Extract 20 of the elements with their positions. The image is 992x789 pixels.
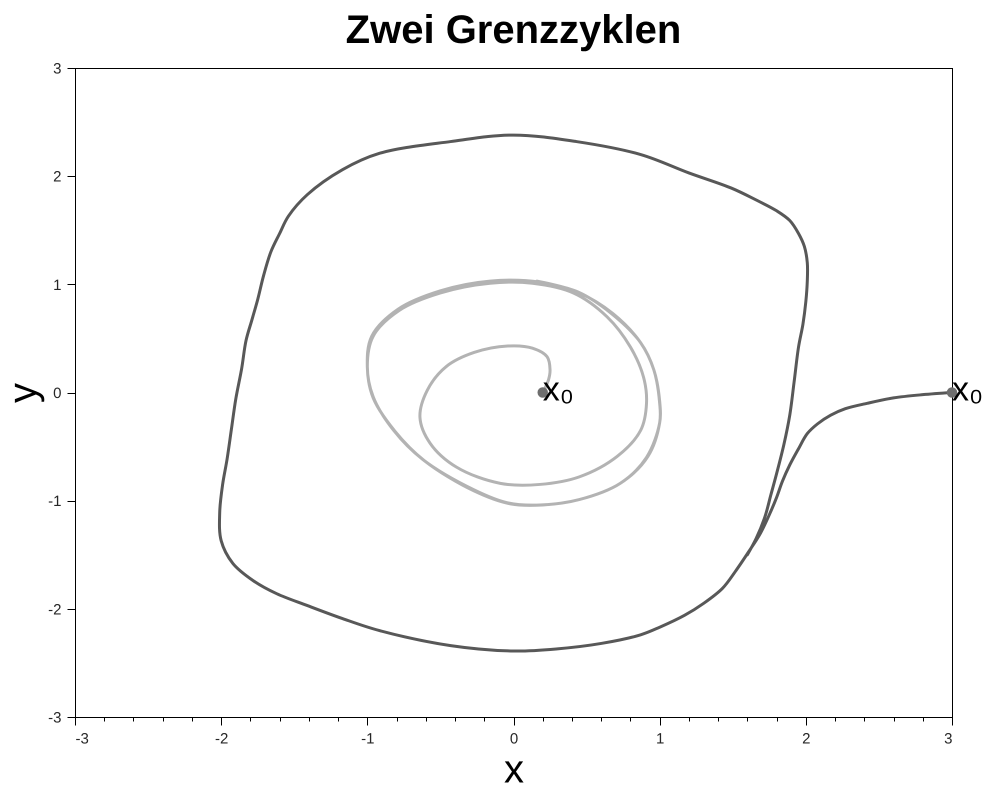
line-series	[366, 278, 662, 507]
y-tick-label: -1	[48, 493, 62, 510]
y-tick-label: 2	[53, 168, 62, 186]
x-tick-label: 3	[944, 730, 952, 748]
x-tick-label: -2	[214, 730, 228, 748]
annotation: x₀	[952, 370, 984, 408]
x-tick-label: -3	[76, 730, 89, 748]
y-axis-title: y	[1, 383, 46, 403]
chart-title: Zwei Grenzzyklen	[346, 8, 682, 52]
y-tick-label: -2	[48, 601, 62, 618]
x-tick-label: 1	[656, 730, 664, 748]
y-tick-label: 3	[53, 60, 62, 78]
y-tick-label: 1	[53, 276, 62, 294]
y-tick-label: -3	[48, 710, 62, 726]
y-tick-label: 0	[53, 385, 62, 402]
x-axis-title: x	[504, 748, 524, 789]
annotation: x₀	[542, 370, 574, 408]
x-tick-label: 0	[510, 730, 518, 748]
x-tick-label: -1	[361, 730, 375, 748]
x-tick-label: 2	[802, 730, 811, 748]
